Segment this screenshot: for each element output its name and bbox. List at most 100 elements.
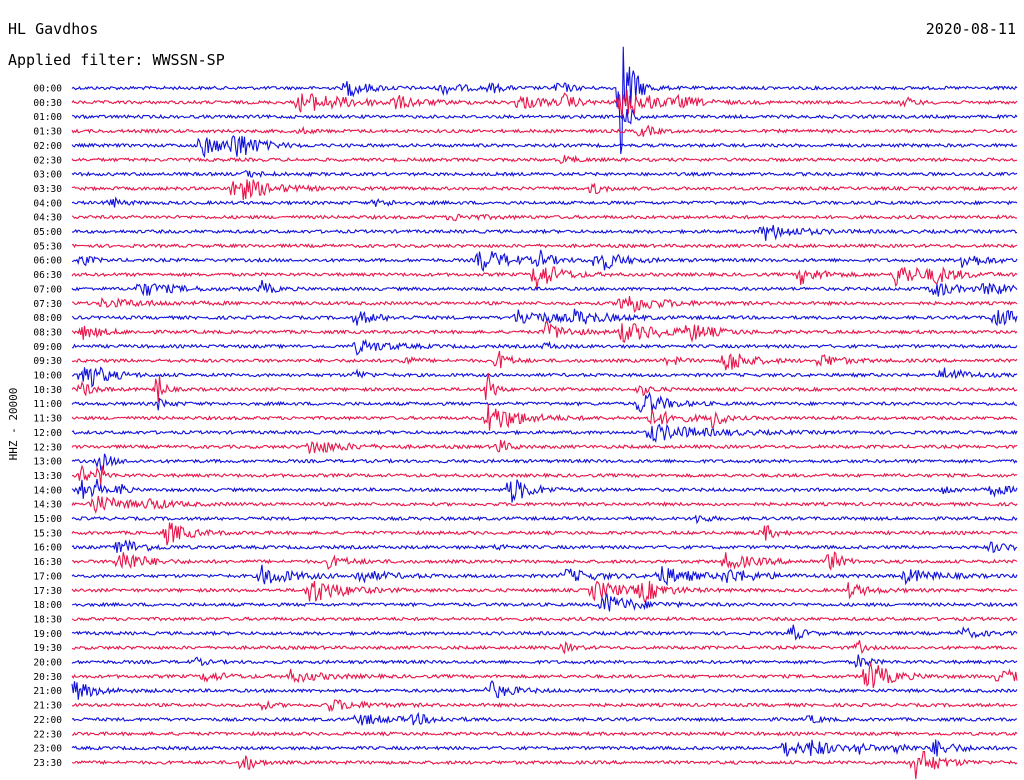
trace-1030: [71, 373, 1018, 403]
time-label-1630: 16:30: [33, 557, 62, 568]
filter-subtitle: Applied filter: WWSSN-SP: [8, 51, 225, 69]
time-label-1230: 12:30: [33, 442, 62, 453]
trace-1430: [71, 495, 1018, 514]
time-label-0330: 03:30: [33, 184, 62, 195]
trace-1600: [71, 539, 1018, 554]
time-label-1030: 10:30: [33, 385, 62, 396]
trace-1830: [71, 615, 1018, 622]
time-label-0930: 09:30: [33, 356, 62, 367]
trace-1930: [71, 640, 1018, 655]
trace-0200: [71, 135, 1018, 159]
time-label-1400: 14:00: [33, 485, 62, 496]
time-label-2030: 20:30: [33, 672, 62, 683]
time-label-1000: 10:00: [33, 371, 62, 382]
trace-1700: [71, 564, 1018, 587]
time-label-0800: 08:00: [33, 313, 62, 324]
trace-0330: [71, 179, 1018, 201]
time-label-0630: 06:30: [33, 270, 62, 281]
trace-0400: [71, 196, 1018, 208]
time-label-1700: 17:00: [33, 571, 62, 582]
time-label-1100: 11:00: [33, 399, 62, 410]
time-label-2330: 23:30: [33, 758, 62, 769]
time-label-1900: 19:00: [33, 629, 62, 640]
time-label-0700: 07:00: [33, 284, 62, 295]
time-label-1300: 13:00: [33, 457, 62, 468]
trace-2000: [71, 654, 1018, 668]
trace-0800: [71, 308, 1018, 327]
time-label-0230: 02:30: [33, 155, 62, 166]
trace-1330: [71, 464, 1018, 486]
time-label-1930: 19:30: [33, 643, 62, 654]
time-label-1830: 18:30: [33, 614, 62, 625]
time-label-1730: 17:30: [33, 586, 62, 597]
trace-0600: [71, 249, 1018, 273]
trace-2200: [71, 711, 1018, 726]
trace-1530: [71, 522, 1018, 546]
trace-0930: [71, 350, 1018, 371]
trace-0030: [71, 89, 1018, 119]
trace-1100: [71, 391, 1018, 413]
trace-2030: [71, 661, 1018, 688]
trace-0830: [71, 320, 1018, 343]
trace-2130: [71, 699, 1018, 713]
time-label-2100: 21:00: [33, 686, 62, 697]
trace-1130: [71, 404, 1018, 431]
time-label-0200: 02:00: [33, 141, 62, 152]
trace-1900: [71, 624, 1018, 641]
time-label-0400: 04:00: [33, 198, 62, 209]
date-title: 2020-08-11: [926, 20, 1016, 38]
trace-0500: [71, 224, 1018, 241]
trace-0000: [71, 46, 1018, 154]
time-label-2230: 22:30: [33, 729, 62, 740]
trace-0700: [71, 279, 1018, 297]
time-label-2130: 21:30: [33, 701, 62, 712]
trace-0530: [71, 243, 1018, 249]
station-title: HL Gavdhos: [8, 20, 98, 38]
time-label-0900: 09:00: [33, 342, 62, 353]
trace-1200: [71, 423, 1018, 444]
time-label-0430: 04:30: [33, 213, 62, 224]
trace-2230: [71, 730, 1018, 737]
trace-1000: [71, 366, 1018, 388]
trace-0100: [71, 108, 1018, 125]
time-label-1130: 11:30: [33, 414, 62, 425]
time-label-0100: 01:00: [33, 112, 62, 123]
trace-0300: [71, 170, 1018, 179]
trace-2330: [71, 750, 1018, 780]
time-tick-labels: 00:00 00:30 01:00 01:30 02:00 02:30 03:00 03:30…: [33, 84, 62, 769]
time-label-0030: 00:30: [33, 98, 62, 109]
trace-0230: [71, 154, 1018, 165]
time-label-2000: 20:00: [33, 658, 62, 669]
time-label-1500: 15:00: [33, 514, 62, 525]
trace-1230: [71, 439, 1018, 454]
time-label-0730: 07:30: [33, 299, 62, 310]
trace-0130: [71, 124, 1018, 137]
trace-1500: [71, 514, 1018, 525]
trace-0430: [71, 213, 1018, 222]
trace-1300: [71, 453, 1018, 472]
trace-1400: [71, 478, 1018, 503]
time-label-1530: 15:30: [33, 528, 62, 539]
time-label-1600: 16:00: [33, 543, 62, 554]
trace-0730: [72, 296, 1018, 313]
time-label-1200: 12:00: [33, 428, 62, 439]
trace-0900: [71, 338, 1018, 356]
channel-label: HHZ - 20000: [7, 388, 20, 461]
time-label-0600: 06:00: [33, 256, 62, 267]
time-label-0830: 08:30: [33, 327, 62, 338]
time-label-2200: 22:00: [33, 715, 62, 726]
time-label-1330: 13:30: [33, 471, 62, 482]
time-label-1800: 18:00: [33, 600, 62, 611]
time-label-0300: 03:00: [33, 170, 62, 181]
time-label-0500: 05:00: [33, 227, 62, 238]
trace-1730: [71, 580, 1018, 603]
time-label-0530: 05:30: [33, 241, 62, 252]
time-label-0130: 01:30: [33, 127, 62, 138]
trace-1630: [71, 551, 1018, 572]
trace-group: [71, 46, 1018, 780]
trace-2100: [71, 680, 1018, 700]
time-label-0000: 00:00: [33, 84, 62, 95]
time-label-1430: 14:30: [33, 500, 62, 511]
time-label-2300: 23:00: [33, 744, 62, 755]
